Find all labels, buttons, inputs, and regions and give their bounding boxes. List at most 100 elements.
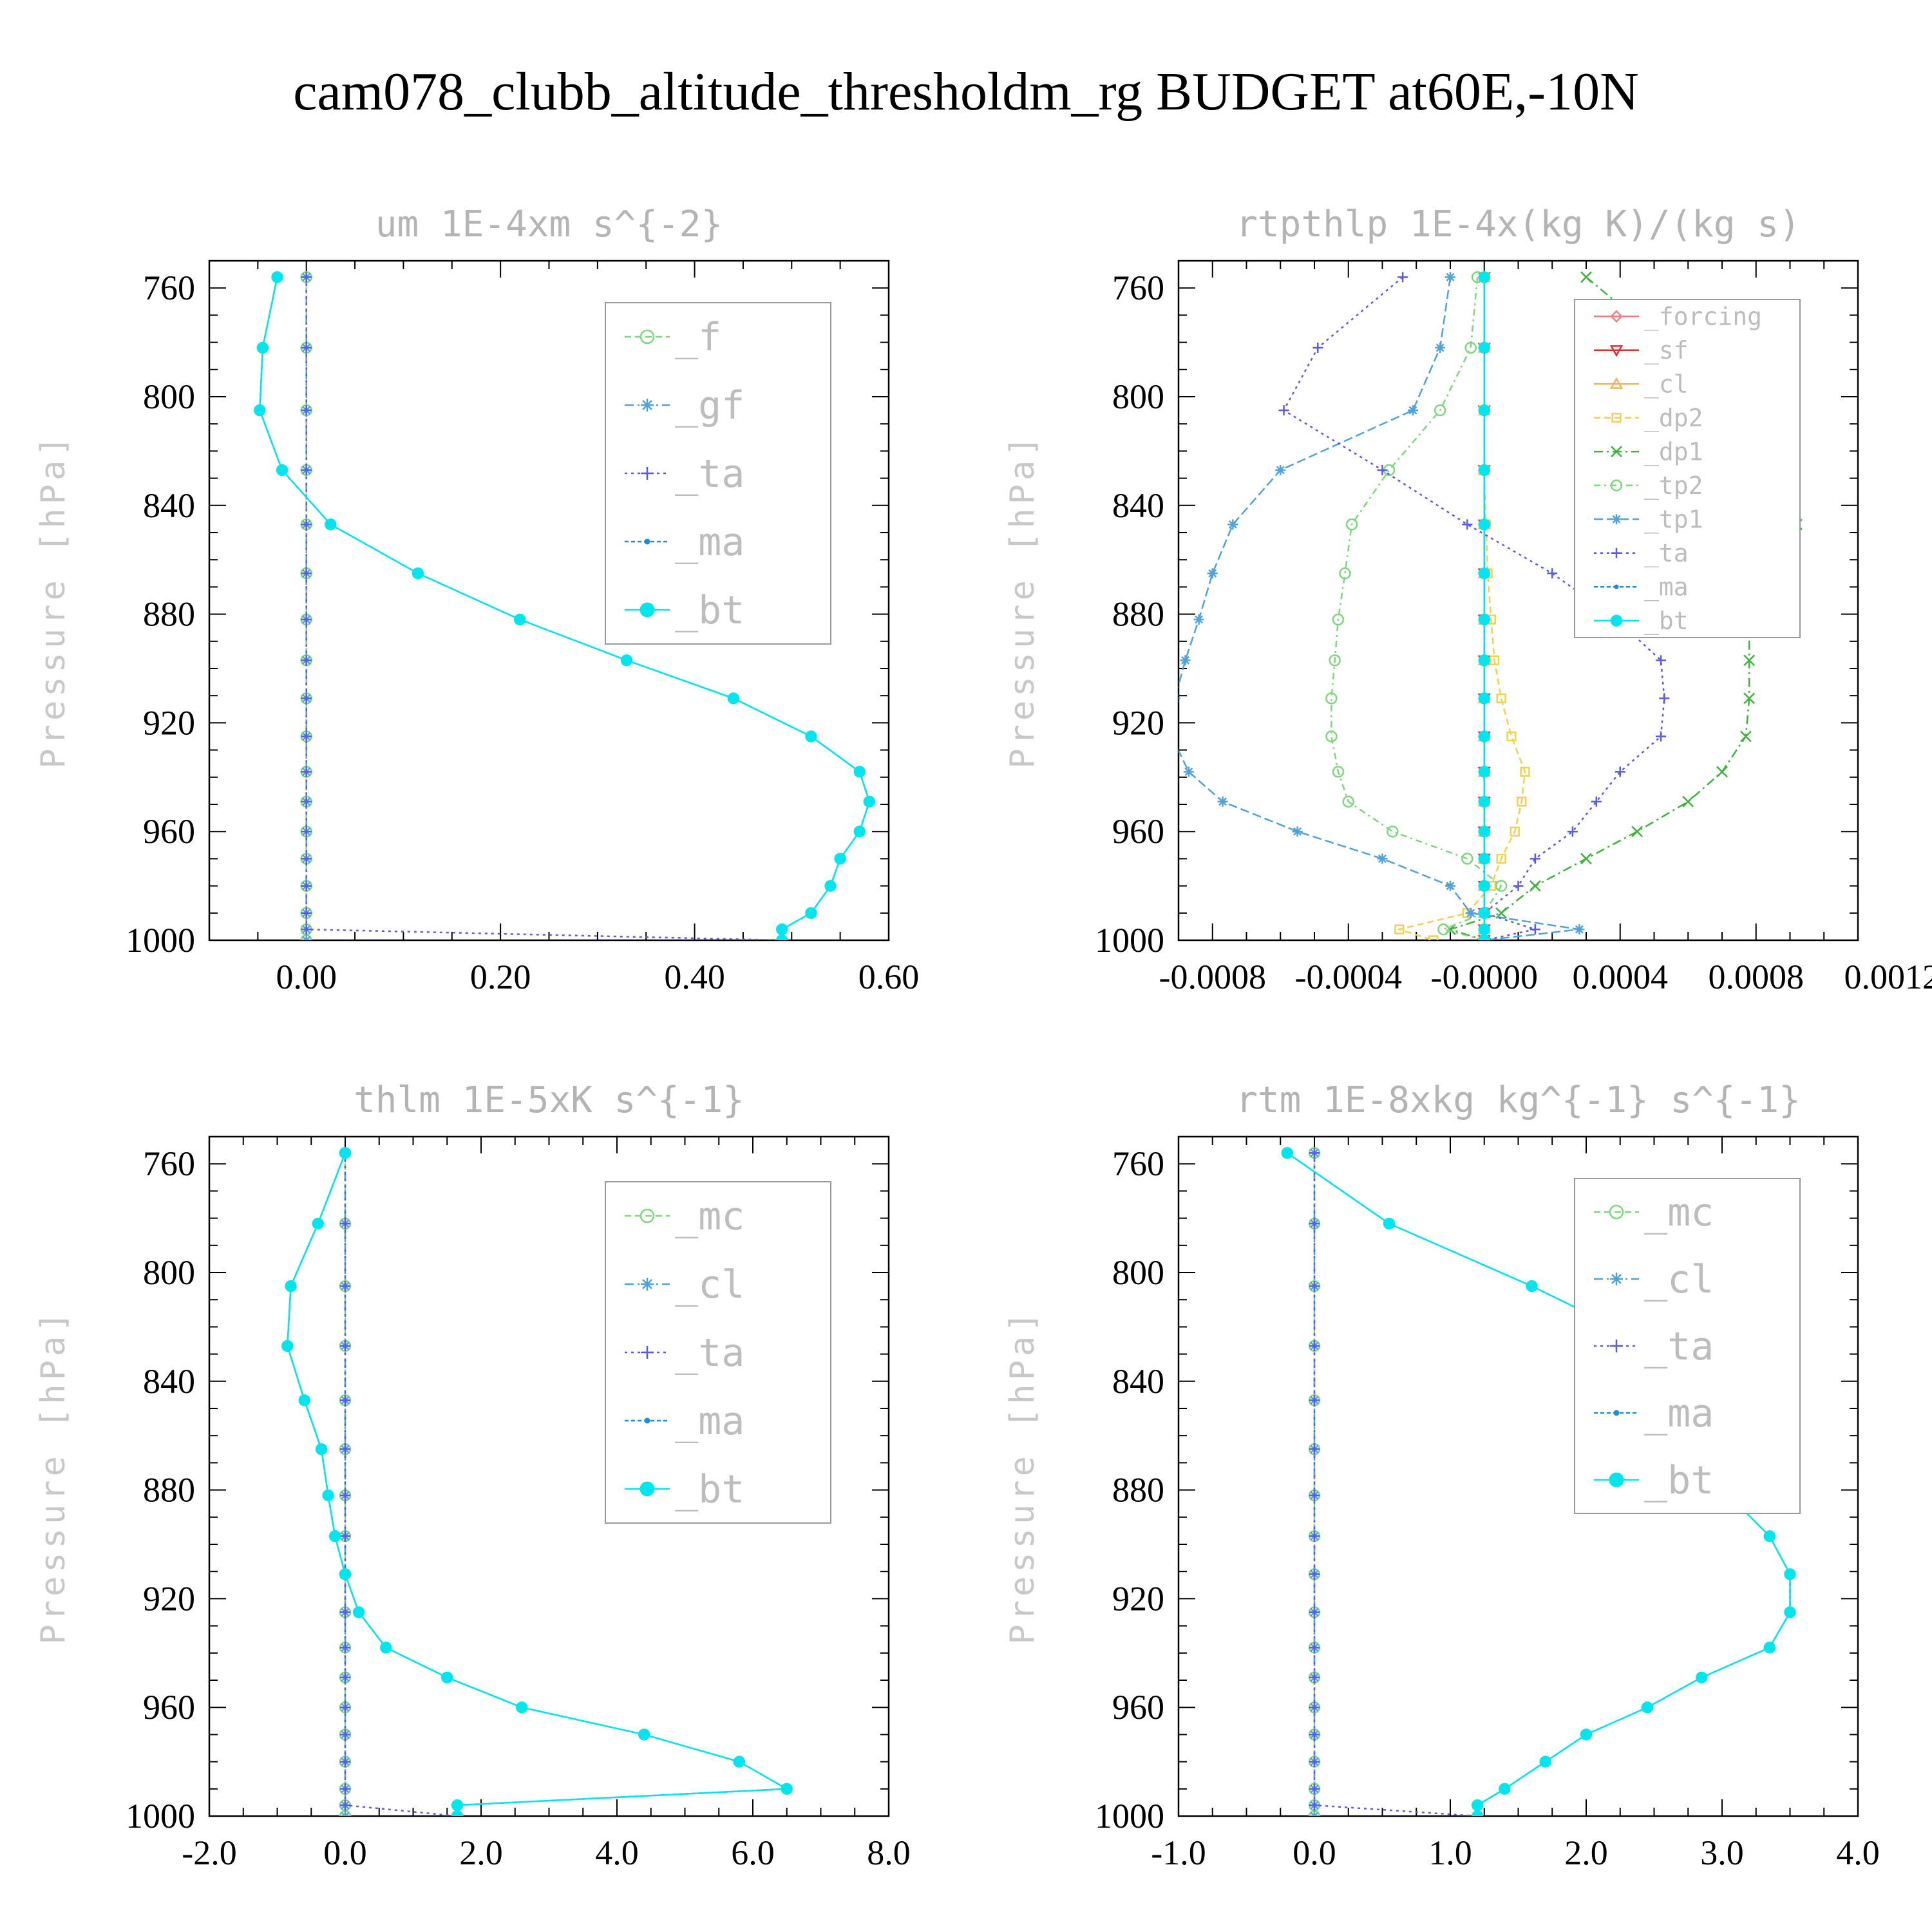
data-point-tp2: [1434, 404, 1446, 417]
data-point-tp2: [1332, 613, 1345, 626]
legend-marker: [1610, 614, 1623, 627]
data-point-bt: [1763, 1530, 1776, 1542]
data-point-ta: [1309, 1756, 1320, 1767]
data-point-ta: [1547, 568, 1558, 579]
data-point-tp1: [1183, 766, 1194, 777]
data-point-ta: [1312, 343, 1323, 354]
panel-title: rtpthlp 1E-4x(kg K)/(kg s): [1236, 204, 1801, 245]
data-point-bt: [1763, 1642, 1776, 1654]
x-tick-label: -0.0008: [1159, 958, 1266, 996]
data-point-ta: [1591, 796, 1602, 807]
data-point-bt: [1478, 923, 1490, 936]
data-point-ta: [1397, 272, 1408, 283]
data-point-bt: [1784, 1568, 1796, 1580]
y-tick-label: 960: [143, 812, 195, 851]
data-point-ta: [301, 343, 312, 354]
data-point-dp1: [1716, 766, 1728, 778]
legend-marker: [1610, 1340, 1623, 1352]
data-point-tp1: [1377, 853, 1388, 864]
legend-entry: _ma: [1644, 573, 1689, 602]
chart-panel-1: um 1E-4xm s^{-2} Pressure [hPa] 760 800 840 8…: [34, 204, 919, 996]
data-point-ta: [301, 924, 312, 935]
y-tick-label: 760: [143, 269, 195, 307]
data-point-ta: [1309, 1218, 1320, 1229]
chart-panel-4: rtm 1E-8xkg kg^{-1} s^{-1} Pressure [hPa]…: [1003, 1079, 1880, 1872]
data-point-dp2: [1489, 655, 1500, 665]
data-point-ta: [301, 907, 312, 918]
data-point-bt: [1478, 567, 1490, 580]
data-point-ta: [1309, 1281, 1320, 1292]
data-point-dp2: [1428, 935, 1439, 940]
x-tick-label: 2.0: [459, 1833, 503, 1872]
y-tick-label: 760: [1112, 269, 1164, 307]
data-point-tp2: [1325, 692, 1338, 705]
legend-marker: [1609, 1472, 1624, 1488]
legend-marker: [641, 467, 654, 480]
data-point-tp2: [1461, 853, 1473, 865]
data-point-dp2: [1510, 826, 1520, 837]
data-point-bt: [1539, 1756, 1551, 1768]
data-point-ta: [340, 1490, 350, 1501]
figure-title: cam078_clubb_altitude_thresholdm_rg BUDG…: [293, 62, 1639, 122]
data-point-bt: [781, 1783, 793, 1795]
x-tick-label: 0.0004: [1573, 958, 1669, 996]
data-point-bt: [285, 1280, 297, 1293]
legend-marker: [1613, 1410, 1620, 1416]
data-point-bt: [281, 1340, 294, 1352]
legend-entry: _bt: [675, 588, 744, 633]
data-point-ta: [301, 766, 312, 777]
y-tick-label: 880: [143, 595, 195, 634]
legend-marker: [1611, 514, 1622, 525]
data-point-tp1: [1275, 464, 1286, 475]
legend-marker: [641, 1278, 654, 1291]
y-tick-label: 760: [1112, 1144, 1164, 1183]
data-point-bt: [328, 1530, 341, 1542]
data-point-bt: [1478, 692, 1490, 705]
data-point-tp1: [1166, 732, 1177, 742]
data-point-ta: [340, 1702, 350, 1713]
data-point-bt: [315, 1443, 328, 1455]
data-point-bt: [638, 1728, 650, 1741]
data-point-ta: [1462, 519, 1473, 530]
x-tick-label: 6.0: [731, 1833, 775, 1872]
y-tick-label: 920: [143, 1579, 195, 1618]
data-point-ta: [1309, 1607, 1320, 1618]
data-point-bt: [339, 1147, 352, 1159]
y-tick-label: 1000: [1095, 1797, 1164, 1835]
data-point-bt: [805, 730, 817, 743]
data-point-tp1: [1180, 655, 1191, 666]
data-point-bt: [1281, 1147, 1294, 1159]
x-tick-label: 0.0: [1293, 1833, 1336, 1872]
legend-entry: _cl: [1644, 1257, 1714, 1302]
data-point-ta: [1278, 405, 1289, 416]
data-point-bt: [441, 1671, 453, 1683]
data-point-ta: [1309, 1490, 1320, 1501]
data-point-ta: [301, 272, 312, 283]
data-point-ta: [301, 731, 312, 742]
y-tick-label: 960: [143, 1688, 195, 1727]
x-tick-label: 0.0: [323, 1833, 367, 1872]
data-point-ta: [1309, 1395, 1320, 1406]
legend-entry: _ma: [1644, 1391, 1714, 1436]
y-tick-label: 840: [143, 486, 195, 525]
data-point-ta: [1656, 655, 1667, 666]
legend-entry: _tp2: [1644, 471, 1703, 500]
data-point-ta: [1659, 693, 1670, 704]
x-tick-label: 4.0: [595, 1833, 639, 1872]
data-point-dp1: [1631, 826, 1643, 838]
legend-entry: _mc: [1644, 1190, 1714, 1235]
x-tick-label: 3.0: [1700, 1833, 1744, 1872]
data-point-bt: [1472, 1799, 1484, 1812]
data-point-tp1: [1207, 568, 1218, 579]
data-point-ta: [1309, 1148, 1320, 1159]
data-point-ta: [301, 853, 312, 864]
data-point-tp2: [1342, 795, 1354, 808]
data-point-tp1: [1193, 614, 1204, 625]
data-point-bt: [1478, 341, 1490, 354]
x-tick-label: 0.60: [858, 958, 920, 996]
data-point-bt: [853, 766, 866, 778]
data-point-ta: [1530, 924, 1540, 935]
data-point-ta: [1615, 766, 1625, 777]
y-axis-label: Pressure [hPa]: [34, 432, 73, 768]
data-point-ta: [340, 1395, 350, 1406]
